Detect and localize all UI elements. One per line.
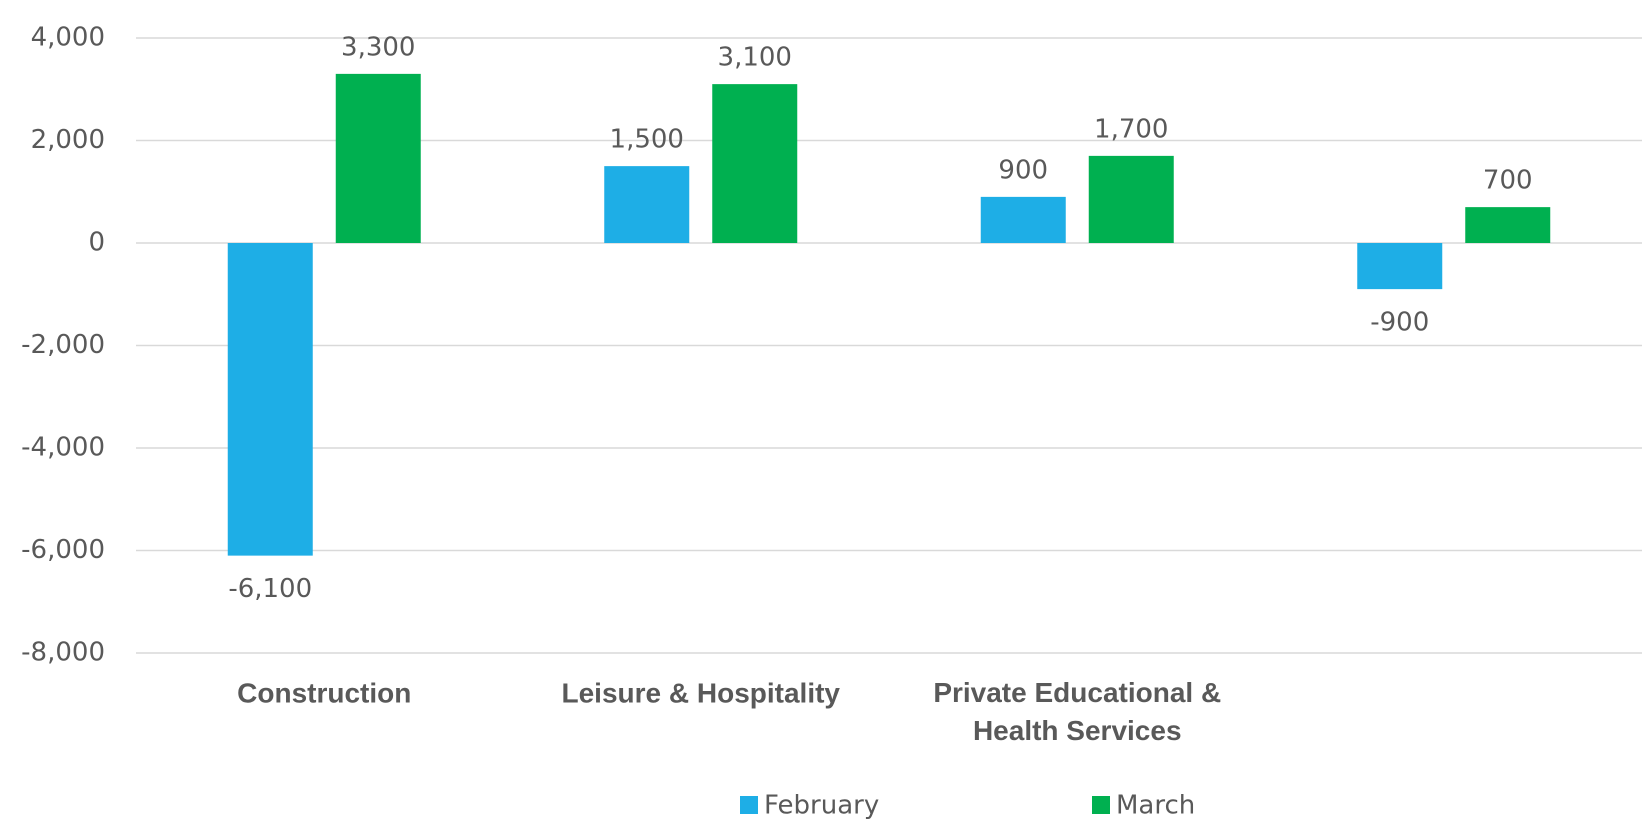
data-label: 1,700	[1094, 114, 1168, 144]
y-tick-label: -4,000	[21, 433, 105, 463]
bar	[604, 166, 690, 243]
y-tick-label: -8,000	[21, 638, 105, 668]
y-tick-label: -2,000	[21, 330, 105, 360]
legend-swatch	[740, 796, 758, 814]
data-label: 3,300	[341, 32, 415, 62]
data-label: 1,500	[610, 125, 684, 155]
y-tick-label: 2,000	[31, 125, 105, 155]
data-label: -900	[1370, 308, 1429, 338]
bar	[980, 196, 1066, 243]
x-tick-label: Leisure & Hospitality	[561, 677, 840, 708]
legend-label: March	[1116, 791, 1195, 821]
data-label: 3,100	[718, 43, 792, 73]
bar	[335, 73, 421, 243]
y-tick-label: 4,000	[31, 23, 105, 53]
legend-label: February	[764, 791, 879, 821]
data-label: -6,100	[228, 574, 312, 604]
data-label: 900	[998, 155, 1048, 185]
bar	[227, 243, 313, 556]
y-tick-label: 0	[88, 228, 105, 258]
x-tick-label: Private Educational & Health Services	[933, 677, 1221, 746]
bar	[1465, 207, 1551, 243]
bar	[1088, 155, 1174, 243]
x-tick-label: Construction	[237, 677, 411, 708]
data-label: 700	[1483, 166, 1533, 196]
legend-swatch	[1092, 796, 1110, 814]
bar	[712, 84, 798, 243]
bar	[1357, 243, 1443, 290]
y-tick-label: -6,000	[21, 535, 105, 565]
